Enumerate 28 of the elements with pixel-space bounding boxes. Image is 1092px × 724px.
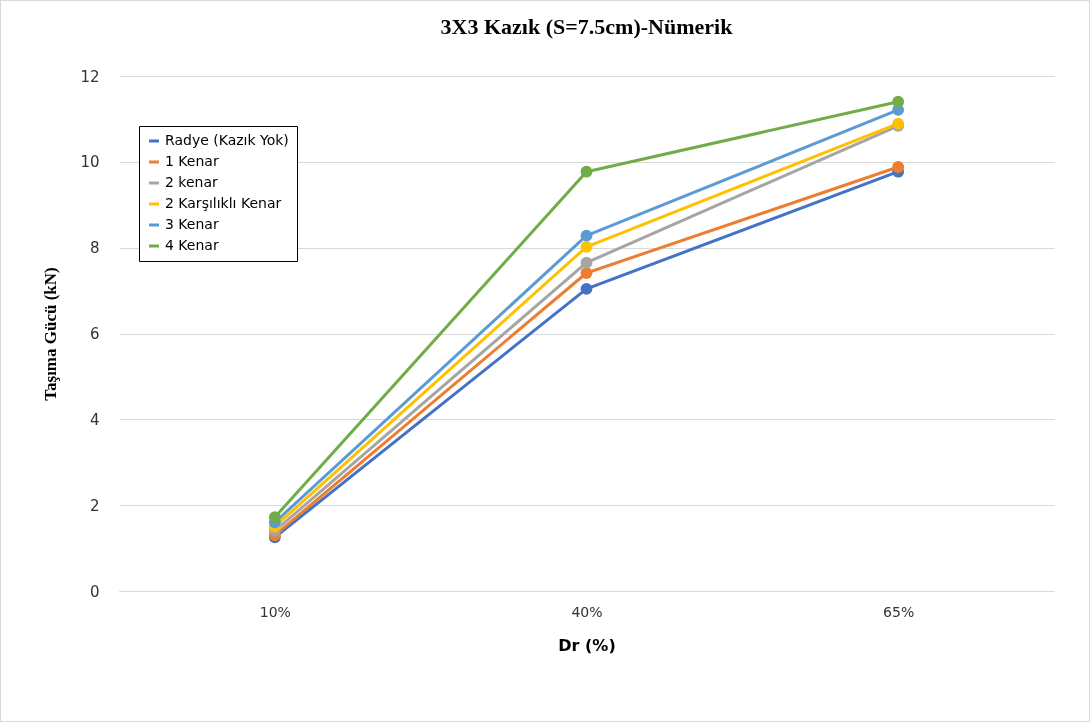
legend-label: 2 kenar [165, 174, 219, 190]
y-tick-label: 12 [80, 67, 100, 86]
point [580, 165, 593, 178]
point [892, 161, 905, 173]
point [580, 240, 593, 253]
x-axis-title: Dr (%) [558, 635, 616, 655]
x-tick-label: 40% [571, 603, 603, 620]
point [580, 282, 593, 295]
point [580, 256, 593, 269]
point [268, 511, 281, 524]
y-axis-title: Taşıma Gücü (kN) [41, 267, 61, 401]
point [580, 229, 593, 242]
legend-label: 1 Kenar [165, 153, 219, 169]
y-tick-label: 8 [89, 239, 100, 258]
chart-title: 3X3 Kazık (S=7.5cm)-Nümerik [440, 14, 734, 39]
legend-label: Radye (Kazık Yok) [165, 132, 289, 148]
point [580, 267, 593, 279]
point [892, 95, 905, 108]
y-tick-label: 4 [89, 410, 100, 429]
legend-label: 4 Kenar [165, 237, 219, 253]
x-tick-label: 10% [259, 603, 291, 620]
legend-label: 2 Karşılıklı Kenar [165, 195, 282, 211]
y-tick-label: 10 [80, 153, 100, 172]
x-tick-label: 65% [883, 603, 915, 620]
y-tick-label: 2 [89, 496, 100, 515]
legend-label: 3 Kenar [165, 216, 219, 232]
y-tick-label: 6 [89, 325, 100, 343]
y-tick-label: 0 [89, 582, 100, 601]
